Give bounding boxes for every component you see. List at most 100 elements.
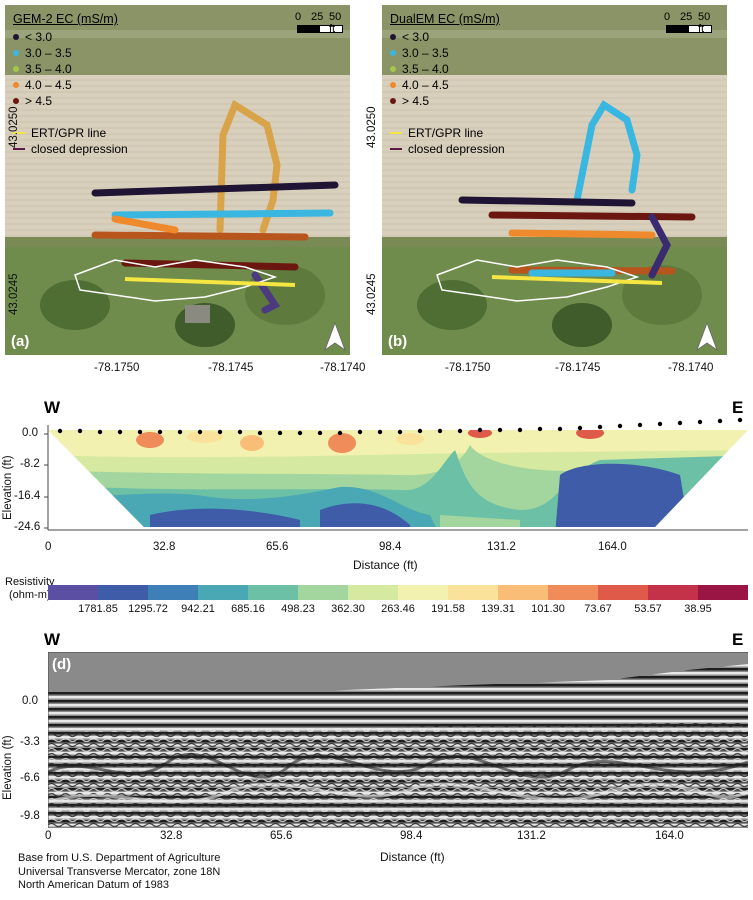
ert-electrodes	[57, 417, 743, 436]
colorbar-segment	[548, 585, 598, 600]
ert-x-tick-2: 32.8	[153, 541, 176, 553]
gpr-y-tick-4: -9.8	[20, 810, 40, 822]
colorbar-segment	[598, 585, 648, 600]
gem2-survey-path	[91, 99, 339, 314]
legend-closed-depression: closed depression	[390, 141, 505, 157]
colorbar-value-label: 38.95	[684, 603, 712, 615]
colorbar-value-label: 1295.72	[128, 603, 168, 615]
colorbar-value-label: 942.21	[181, 603, 215, 615]
gpr-x-axis-title: Distance (ft)	[380, 850, 445, 864]
map-a-lon-tick-1: -78.1750	[94, 362, 140, 374]
ert-west-label: W	[44, 398, 61, 417]
colorbar-segment	[98, 585, 148, 600]
colorbar-segment	[298, 585, 348, 600]
map-b-legend-title: DualEM EC (mS/m)	[390, 12, 500, 26]
gpr-y-tick-2: -3.3	[20, 736, 40, 748]
legend-class-2: 3.0 – 3.5	[13, 45, 128, 61]
map-a-legend-title: GEM-2 EC (mS/m)	[13, 12, 118, 26]
colorbar-segment	[698, 585, 748, 600]
ert-y-tick-3: -16.4	[14, 490, 41, 502]
ert-y-tick-4: -24.6	[14, 521, 41, 533]
legend-class-4: 4.0 – 4.5	[390, 77, 505, 93]
gpr-panel-label: (d)	[52, 656, 72, 673]
colorbar-segment	[498, 585, 548, 600]
legend-class-4: 4.0 – 4.5	[13, 77, 128, 93]
ert-x-axis-title: Distance (ft)	[353, 558, 418, 572]
ert-y-tick-1: 0.0	[22, 427, 38, 439]
ert-east-label: E	[732, 398, 744, 417]
legend-class-5: > 4.5	[390, 93, 505, 109]
dualem-survey-path	[458, 100, 696, 279]
ert-y-tick-2: -8.2	[20, 458, 40, 470]
map-b-lon-tick-1: -78.1750	[445, 362, 491, 374]
colorbar-value-label: 53.57	[634, 603, 662, 615]
map-a-image	[5, 5, 350, 355]
colorbar-value-label: 362.30	[331, 603, 365, 615]
resistivity-colorbar	[48, 585, 748, 600]
map-b-lat-tick-2: 43.0245	[366, 273, 378, 315]
map-b-lat-tick-1: 43.0250	[366, 106, 378, 148]
legend-class-1: < 3.0	[13, 29, 128, 45]
gpr-y-axis-title: Elevation (ft)	[2, 735, 14, 800]
map-a-lat-tick-2: 43.0245	[8, 273, 20, 315]
ert-x-tick-5: 131.2	[487, 541, 516, 553]
colorbar-title: Resistivity (ohm-m)	[5, 576, 55, 601]
gpr-x-tick-2: 32.8	[160, 830, 183, 842]
colorbar-segment	[248, 585, 298, 600]
colorbar-value-label: 498.23	[281, 603, 315, 615]
gpr-east-label: E	[732, 630, 744, 649]
colorbar-value-label: 685.16	[231, 603, 265, 615]
ert-line	[491, 275, 663, 285]
ert-x-tick-1: 0	[45, 541, 52, 553]
gpr-x-tick-4: 98.4	[400, 830, 423, 842]
legend-ert-line: ERT/GPR line	[13, 125, 128, 141]
ert-x-tick-6: 164.0	[598, 541, 627, 553]
gpr-x-tick-3: 65.6	[270, 830, 293, 842]
gpr-x-tick-5: 131.2	[517, 830, 546, 842]
colorbar-segment	[48, 585, 98, 600]
ert-panel-label: (c)	[52, 512, 71, 529]
colorbar-value-label: 101.30	[531, 603, 565, 615]
colorbar-segment	[348, 585, 398, 600]
map-panel-b: DualEM EC (mS/m) < 3.0 3.0 – 3.5 3.5 – 4…	[382, 5, 727, 355]
gpr-y-tick-3: -6.6	[20, 772, 40, 784]
map-b-lon-tick-2: -78.1745	[555, 362, 601, 374]
map-a-scalebar: 0 25 50 ft	[295, 11, 343, 35]
gpr-x-tick-1: 0	[45, 830, 52, 842]
gpr-x-tick-6: 164.0	[655, 830, 684, 842]
map-a-lon-tick-3: -78.1740	[320, 362, 366, 374]
map-a-lat-tick-1: 43.0250	[8, 106, 20, 148]
legend-ert-line: ERT/GPR line	[390, 125, 505, 141]
legend-class-1: < 3.0	[390, 29, 505, 45]
map-b-image	[382, 5, 727, 355]
colorbar-value-label: 139.31	[481, 603, 515, 615]
colorbar-segment	[198, 585, 248, 600]
map-panel-a: GEM-2 EC (mS/m) < 3.0 3.0 – 3.5 3.5 – 4.…	[5, 5, 350, 355]
map-a-lon-tick-2: -78.1745	[208, 362, 254, 374]
colorbar-value-label: 191.58	[431, 603, 465, 615]
map-b-lon-tick-3: -78.1740	[668, 362, 714, 374]
base-map-credit: Base from U.S. Department of Agriculture…	[18, 852, 221, 891]
colorbar-segment	[398, 585, 448, 600]
map-b-panel-label: (b)	[388, 333, 408, 350]
ert-section-plot	[44, 417, 748, 531]
ert-x-tick-4: 98.4	[379, 541, 402, 553]
legend-closed-depression: closed depression	[13, 141, 128, 157]
north-arrow-icon	[324, 321, 346, 352]
legend-class-5: > 4.5	[13, 93, 128, 109]
north-arrow-icon	[696, 321, 718, 352]
colorbar-value-label: 263.46	[381, 603, 415, 615]
map-a-legend: GEM-2 EC (mS/m) < 3.0 3.0 – 3.5 3.5 – 4.…	[13, 11, 128, 157]
map-b-scalebar: 0 25 50 ft	[664, 11, 712, 35]
legend-class-3: 3.5 – 4.0	[13, 61, 128, 77]
colorbar-segment	[648, 585, 698, 600]
gpr-y-tick-1: 0.0	[22, 695, 38, 707]
legend-class-2: 3.0 – 3.5	[390, 45, 505, 61]
colorbar-value-label: 1781.85	[78, 603, 118, 615]
gpr-radargram	[48, 652, 748, 828]
colorbar-segment	[448, 585, 498, 600]
ert-y-axis-title: Elevation (ft)	[2, 455, 14, 520]
colorbar-segment	[148, 585, 198, 600]
ert-line	[124, 277, 296, 287]
ert-x-tick-3: 65.6	[266, 541, 289, 553]
